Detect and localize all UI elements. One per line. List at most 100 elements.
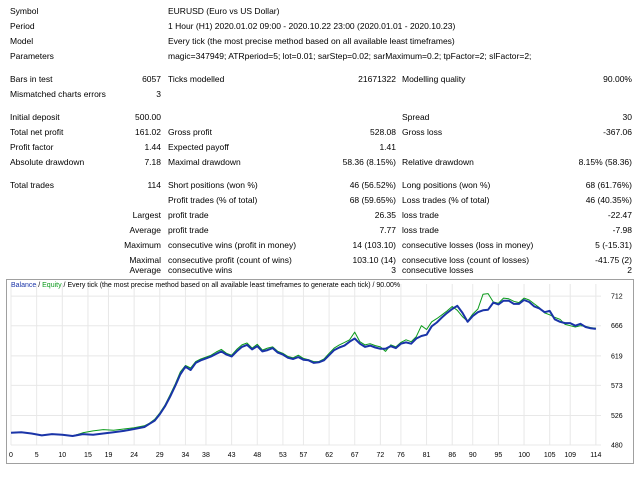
profit-factor-row: Profit factor 1.44 Expected payoff 1.41	[0, 141, 640, 153]
x-tick-label: 10	[58, 452, 66, 459]
average-loss-value: -7.98	[612, 225, 632, 235]
loss-trades-label: Loss trades (% of total)	[402, 195, 490, 205]
modelling-quality-label: Modelling quality	[402, 74, 466, 84]
y-tick-label: 526	[611, 413, 623, 420]
initial-deposit-value: 500.00	[135, 112, 161, 122]
profit-factor-value: 1.44	[144, 142, 161, 152]
total-net-profit-value: 161.02	[135, 127, 161, 137]
balance-line	[10, 299, 597, 437]
relative-drawdown-label: Relative drawdown	[402, 157, 474, 167]
y-tick-label: 712	[611, 294, 623, 301]
x-tick-label: 24	[130, 452, 138, 459]
chart-legend: Balance / Equity / Every tick (the most …	[11, 282, 400, 289]
x-tick-label: 67	[351, 452, 359, 459]
average-profit-label: profit trade	[168, 225, 209, 235]
maximum-row: Maximum consecutive wins (profit in mone…	[0, 239, 640, 251]
mismatched-value: 3	[156, 89, 161, 99]
initial-deposit-label: Initial deposit	[10, 112, 60, 122]
bars-in-test-label: Bars in test	[10, 74, 53, 84]
balance-equity-chart: 480 526 573 619 666 712 0 5 10 15 19 24 29 34 38 43 48 53…	[6, 279, 634, 464]
largest-label: Largest	[132, 210, 161, 220]
x-tick-label: 95	[494, 452, 502, 459]
maximum-losses-value: 5 (-15.31)	[595, 240, 632, 250]
deposit-row: Initial deposit 500.00 Spread 30	[0, 111, 640, 123]
average-consec-losses-label: consecutive losses	[402, 265, 474, 275]
maximal-wins-value: 103.10 (14)	[352, 255, 396, 265]
x-tick-label: 43	[228, 452, 236, 459]
ticks-modelled-label: Ticks modelled	[168, 74, 225, 84]
mismatched-row: Mismatched charts errors 3	[0, 88, 640, 100]
period-row: Period 1 Hour (H1) 2020.01.02 09:00 - 20…	[0, 20, 640, 32]
x-tick-label: 72	[376, 452, 384, 459]
average-row: Average profit trade 7.77 loss trade -7.…	[0, 224, 640, 236]
largest-profit-label: profit trade	[168, 210, 209, 220]
average-loss-label: loss trade	[402, 225, 439, 235]
x-tick-label: 5	[35, 452, 39, 459]
symbol-row: Symbol EURUSD (Euro vs US Dollar)	[0, 5, 640, 17]
x-tick-label: 19	[105, 452, 113, 459]
total-net-profit-label: Total net profit	[10, 127, 64, 137]
parameters-value: magic=347949; ATRperiod=5; lot=0.01; sar…	[168, 51, 532, 61]
total-trades-value: 114	[147, 180, 161, 190]
modelling-quality-value: 90.00%	[603, 74, 632, 84]
x-tick-label: 48	[253, 452, 261, 459]
x-tick-label: 81	[423, 452, 431, 459]
model-row: Model Every tick (the most precise metho…	[0, 35, 640, 47]
legend-equity: Equity	[42, 282, 62, 289]
y-tick-label: 666	[611, 323, 623, 330]
model-value: Every tick (the most precise method base…	[168, 36, 455, 46]
expected-payoff-label: Expected payoff	[168, 142, 229, 152]
long-positions-value: 68 (61.76%)	[585, 180, 632, 190]
spread-label: Spread	[402, 112, 430, 122]
chart-canvas: 480 526 573 619 666 712 0 5 10 15 19 24 29 34 38 43 48 53…	[9, 284, 623, 459]
x-tick-label: 62	[325, 452, 333, 459]
x-tick-label: 100	[518, 452, 530, 459]
parameters-row: Parameters magic=347949; ATRperiod=5; lo…	[0, 50, 640, 62]
x-tick-label: 38	[202, 452, 210, 459]
relative-drawdown-value: 8.15% (58.36)	[578, 157, 632, 167]
total-trades-row: Total trades 114 Short positions (won %)…	[0, 179, 640, 191]
parameters-label: Parameters	[10, 51, 54, 61]
long-positions-label: Long positions (won %)	[402, 180, 491, 190]
maximal-label: Maximal	[129, 255, 161, 265]
largest-profit-value: 26.35	[374, 210, 396, 220]
x-tick-label: 114	[590, 452, 601, 459]
maximal-drawdown-label: Maximal drawdown	[168, 157, 241, 167]
x-tick-label: 86	[448, 452, 456, 459]
average-consec-wins-value: 3	[391, 265, 396, 275]
spread-value: 30	[622, 112, 632, 122]
average-consecutive-row: Average consecutive wins 3 consecutive l…	[0, 264, 640, 276]
short-positions-label: Short positions (won %)	[168, 180, 258, 190]
average-consec-wins-label: consecutive wins	[168, 265, 233, 275]
gross-profit-value: 528.08	[370, 127, 396, 137]
x-tick-label: 90	[469, 452, 477, 459]
x-tick-label: 105	[544, 452, 556, 459]
profit-trades-label: Profit trades (% of total)	[168, 195, 258, 205]
average-label: Average	[129, 225, 161, 235]
gross-loss-value: -367.06	[603, 127, 632, 137]
short-positions-value: 46 (56.52%)	[349, 180, 396, 190]
symbol-value: EURUSD (Euro vs US Dollar)	[168, 6, 280, 16]
period-label: Period	[10, 21, 35, 31]
y-tick-label: 480	[611, 443, 623, 450]
average-profit-value: 7.77	[379, 225, 396, 235]
x-tick-label: 109	[564, 452, 576, 459]
x-tick-label: 29	[156, 452, 164, 459]
profit-trades-row: Profit trades (% of total) 68 (59.65%) L…	[0, 194, 640, 206]
legend-description: / Every tick (the most precise method ba…	[61, 282, 401, 289]
largest-row: Largest profit trade 26.35 loss trade -2…	[0, 209, 640, 221]
y-tick-label: 573	[611, 383, 623, 390]
maximal-losses-label: consecutive loss (count of losses)	[402, 255, 530, 265]
total-trades-label: Total trades	[10, 180, 54, 190]
x-tick-label: 57	[300, 452, 308, 459]
expected-payoff-value: 1.41	[379, 142, 396, 152]
average-consec-label: Average	[129, 265, 161, 275]
ticks-modelled-value: 21671322	[358, 74, 396, 84]
mismatched-label: Mismatched charts errors	[10, 89, 106, 99]
loss-trades-value: 46 (40.35%)	[585, 195, 632, 205]
profit-factor-label: Profit factor	[10, 142, 54, 152]
x-tick-label: 53	[279, 452, 287, 459]
gross-loss-label: Gross loss	[402, 127, 443, 137]
y-tick-label: 619	[611, 353, 623, 360]
period-value: 1 Hour (H1) 2020.01.02 09:00 - 2020.10.2…	[168, 21, 456, 31]
